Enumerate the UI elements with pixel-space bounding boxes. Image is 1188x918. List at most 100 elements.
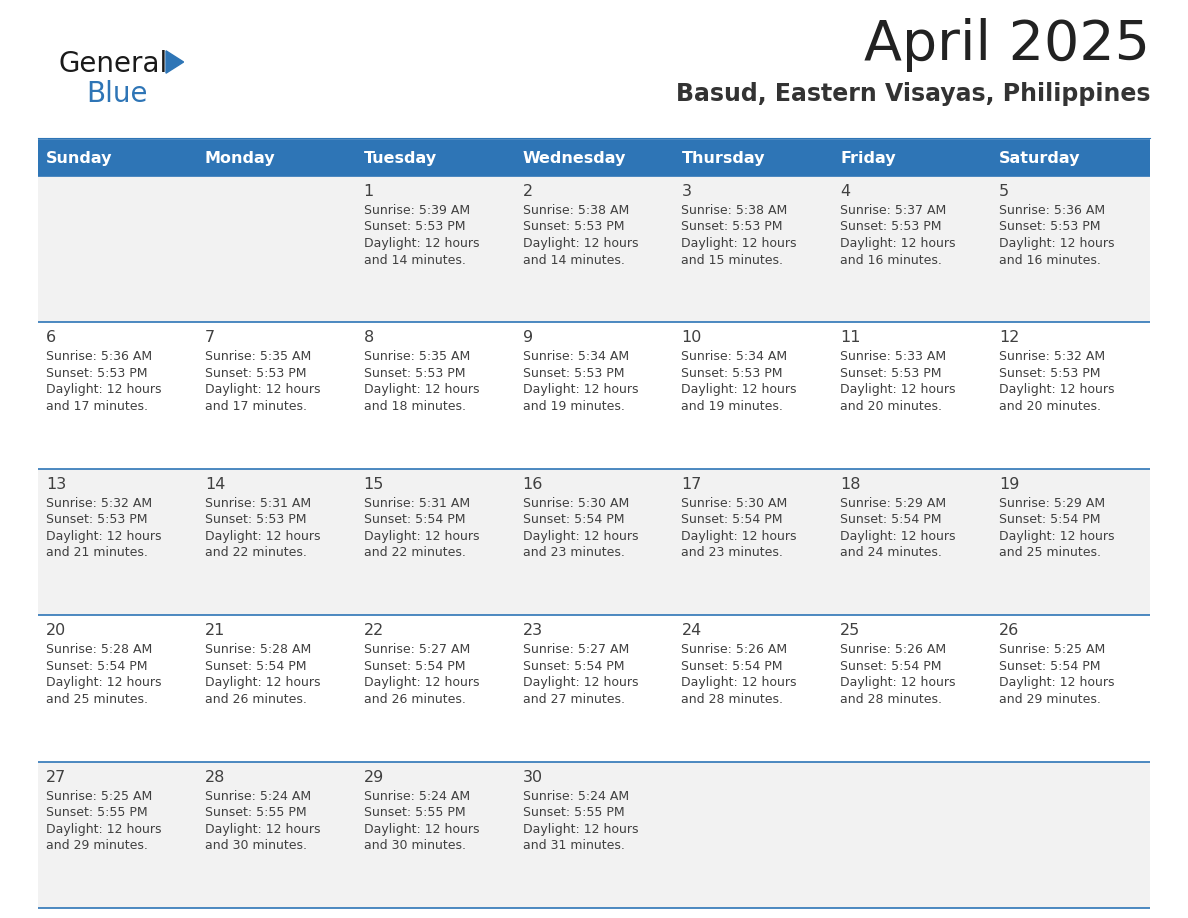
Text: Daylight: 12 hours: Daylight: 12 hours	[523, 384, 638, 397]
Text: and 26 minutes.: and 26 minutes.	[364, 693, 466, 706]
Text: Sunset: 5:54 PM: Sunset: 5:54 PM	[840, 513, 942, 526]
Text: Daylight: 12 hours: Daylight: 12 hours	[840, 384, 956, 397]
Text: Daylight: 12 hours: Daylight: 12 hours	[840, 677, 956, 689]
Text: Sunset: 5:55 PM: Sunset: 5:55 PM	[46, 806, 147, 819]
Text: Sunset: 5:53 PM: Sunset: 5:53 PM	[682, 367, 783, 380]
Text: Sunrise: 5:26 AM: Sunrise: 5:26 AM	[682, 644, 788, 656]
Text: Daylight: 12 hours: Daylight: 12 hours	[46, 530, 162, 543]
Text: 7: 7	[204, 330, 215, 345]
Text: Sunrise: 5:39 AM: Sunrise: 5:39 AM	[364, 204, 469, 217]
Text: Sunrise: 5:24 AM: Sunrise: 5:24 AM	[523, 789, 628, 802]
Text: 22: 22	[364, 623, 384, 638]
Text: 17: 17	[682, 476, 702, 492]
Text: Sunset: 5:53 PM: Sunset: 5:53 PM	[523, 220, 624, 233]
Text: and 26 minutes.: and 26 minutes.	[204, 693, 307, 706]
Text: and 23 minutes.: and 23 minutes.	[523, 546, 625, 559]
Text: 6: 6	[46, 330, 56, 345]
Text: 3: 3	[682, 184, 691, 199]
Text: Sunset: 5:55 PM: Sunset: 5:55 PM	[364, 806, 466, 819]
Text: and 29 minutes.: and 29 minutes.	[46, 839, 147, 852]
Text: Daylight: 12 hours: Daylight: 12 hours	[999, 384, 1114, 397]
Text: Sunset: 5:53 PM: Sunset: 5:53 PM	[364, 220, 466, 233]
Text: Sunrise: 5:29 AM: Sunrise: 5:29 AM	[999, 497, 1105, 509]
Text: Sunrise: 5:24 AM: Sunrise: 5:24 AM	[204, 789, 311, 802]
Text: Blue: Blue	[86, 80, 147, 108]
Bar	[38, 469, 1150, 615]
Text: Sunset: 5:54 PM: Sunset: 5:54 PM	[840, 660, 942, 673]
Text: Sunrise: 5:25 AM: Sunrise: 5:25 AM	[999, 644, 1105, 656]
Text: Sunrise: 5:32 AM: Sunrise: 5:32 AM	[999, 351, 1105, 364]
Text: Sunset: 5:53 PM: Sunset: 5:53 PM	[364, 367, 466, 380]
Text: Sunrise: 5:34 AM: Sunrise: 5:34 AM	[523, 351, 628, 364]
Text: Sunrise: 5:35 AM: Sunrise: 5:35 AM	[364, 351, 470, 364]
Text: Daylight: 12 hours: Daylight: 12 hours	[682, 530, 797, 543]
Text: Sunset: 5:53 PM: Sunset: 5:53 PM	[523, 367, 624, 380]
Text: and 15 minutes.: and 15 minutes.	[682, 253, 783, 266]
Text: Sunset: 5:54 PM: Sunset: 5:54 PM	[523, 660, 624, 673]
Text: 16: 16	[523, 476, 543, 492]
Bar	[38, 615, 1150, 762]
Polygon shape	[166, 50, 184, 73]
Text: and 24 minutes.: and 24 minutes.	[840, 546, 942, 559]
Text: Sunset: 5:53 PM: Sunset: 5:53 PM	[204, 367, 307, 380]
Text: and 22 minutes.: and 22 minutes.	[204, 546, 307, 559]
Text: Sunset: 5:55 PM: Sunset: 5:55 PM	[523, 806, 624, 819]
Bar	[38, 140, 1150, 176]
Text: Sunrise: 5:31 AM: Sunrise: 5:31 AM	[364, 497, 469, 509]
Text: Sunset: 5:53 PM: Sunset: 5:53 PM	[840, 220, 942, 233]
Text: Sunrise: 5:29 AM: Sunrise: 5:29 AM	[840, 497, 947, 509]
Text: Sunset: 5:54 PM: Sunset: 5:54 PM	[523, 513, 624, 526]
Text: Daylight: 12 hours: Daylight: 12 hours	[999, 237, 1114, 250]
Text: and 23 minutes.: and 23 minutes.	[682, 546, 783, 559]
Text: 28: 28	[204, 769, 226, 785]
Text: Basud, Eastern Visayas, Philippines: Basud, Eastern Visayas, Philippines	[676, 82, 1150, 106]
Text: Daylight: 12 hours: Daylight: 12 hours	[364, 823, 479, 835]
Text: 18: 18	[840, 476, 861, 492]
Text: Daylight: 12 hours: Daylight: 12 hours	[523, 677, 638, 689]
Text: and 29 minutes.: and 29 minutes.	[999, 693, 1101, 706]
Text: Daylight: 12 hours: Daylight: 12 hours	[364, 677, 479, 689]
Text: Daylight: 12 hours: Daylight: 12 hours	[682, 384, 797, 397]
Bar	[38, 762, 1150, 908]
Text: Sunrise: 5:28 AM: Sunrise: 5:28 AM	[46, 644, 152, 656]
Text: 25: 25	[840, 623, 860, 638]
Text: and 14 minutes.: and 14 minutes.	[523, 253, 625, 266]
Text: 10: 10	[682, 330, 702, 345]
Text: Sunrise: 5:32 AM: Sunrise: 5:32 AM	[46, 497, 152, 509]
Text: and 25 minutes.: and 25 minutes.	[46, 693, 148, 706]
Text: 5: 5	[999, 184, 1010, 199]
Text: and 30 minutes.: and 30 minutes.	[204, 839, 307, 852]
Text: 24: 24	[682, 623, 702, 638]
Text: Sunset: 5:53 PM: Sunset: 5:53 PM	[204, 513, 307, 526]
Text: Sunrise: 5:30 AM: Sunrise: 5:30 AM	[523, 497, 628, 509]
Text: Daylight: 12 hours: Daylight: 12 hours	[682, 677, 797, 689]
Text: and 20 minutes.: and 20 minutes.	[999, 400, 1101, 413]
Text: Sunset: 5:55 PM: Sunset: 5:55 PM	[204, 806, 307, 819]
Text: Sunset: 5:53 PM: Sunset: 5:53 PM	[840, 367, 942, 380]
Text: 21: 21	[204, 623, 226, 638]
Text: Daylight: 12 hours: Daylight: 12 hours	[204, 530, 321, 543]
Text: Sunset: 5:53 PM: Sunset: 5:53 PM	[999, 220, 1100, 233]
Text: 11: 11	[840, 330, 861, 345]
Text: 29: 29	[364, 769, 384, 785]
Text: Sunrise: 5:27 AM: Sunrise: 5:27 AM	[364, 644, 470, 656]
Text: Daylight: 12 hours: Daylight: 12 hours	[523, 530, 638, 543]
Text: Sunrise: 5:34 AM: Sunrise: 5:34 AM	[682, 351, 788, 364]
Text: Friday: Friday	[840, 151, 896, 165]
Text: Daylight: 12 hours: Daylight: 12 hours	[840, 237, 956, 250]
Text: Sunset: 5:53 PM: Sunset: 5:53 PM	[46, 513, 147, 526]
Text: and 16 minutes.: and 16 minutes.	[840, 253, 942, 266]
Text: 30: 30	[523, 769, 543, 785]
Text: Sunrise: 5:36 AM: Sunrise: 5:36 AM	[999, 204, 1105, 217]
Text: 1: 1	[364, 184, 374, 199]
Text: Sunrise: 5:37 AM: Sunrise: 5:37 AM	[840, 204, 947, 217]
Text: Tuesday: Tuesday	[364, 151, 437, 165]
Text: Sunrise: 5:28 AM: Sunrise: 5:28 AM	[204, 644, 311, 656]
Text: Sunset: 5:54 PM: Sunset: 5:54 PM	[999, 513, 1100, 526]
Text: April 2025: April 2025	[864, 18, 1150, 72]
Text: Sunday: Sunday	[46, 151, 113, 165]
Text: Sunset: 5:54 PM: Sunset: 5:54 PM	[682, 513, 783, 526]
Text: 19: 19	[999, 476, 1019, 492]
Text: Monday: Monday	[204, 151, 276, 165]
Text: Sunset: 5:53 PM: Sunset: 5:53 PM	[999, 367, 1100, 380]
